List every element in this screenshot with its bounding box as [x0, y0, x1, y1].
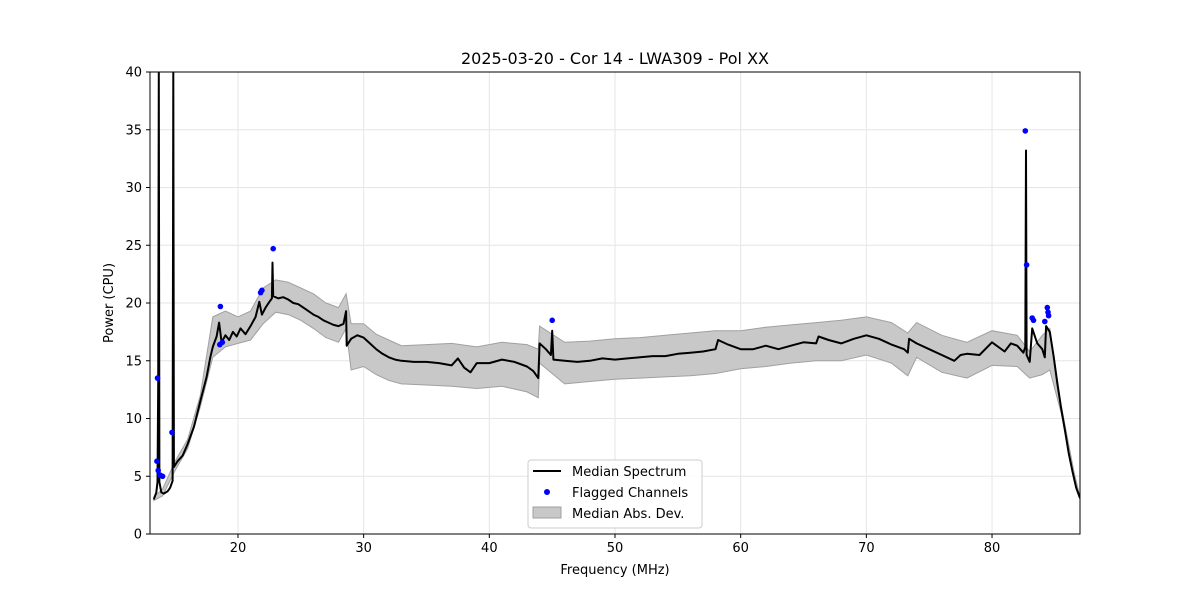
legend-box [527, 459, 703, 529]
flagged-channel-point [159, 473, 166, 480]
x-tick-label: 60 [732, 541, 749, 556]
x-tick-label: 50 [607, 541, 624, 556]
y-tick-label: 15 [125, 354, 142, 369]
flagged-channel-point [270, 245, 277, 252]
flagged-channel-point [217, 303, 224, 310]
legend-swatch-flagged [544, 489, 550, 495]
y-tick-label: 35 [125, 123, 142, 138]
mad-band [153, 279, 1080, 502]
y-tick-label: 25 [125, 239, 142, 254]
flagged-channel-point [169, 429, 175, 436]
x-tick-label: 80 [984, 541, 1001, 556]
y-tick-label: 30 [125, 181, 142, 196]
legend-entry-mad: Median Abs. Dev. [572, 507, 684, 522]
flagged-channel-point [1022, 128, 1029, 134]
y-axis-label: Power (CPU) [102, 263, 117, 343]
x-tick-label: 40 [481, 541, 498, 556]
legend-entry-median: Median Spectrum [572, 465, 686, 480]
x-tick-label: 30 [355, 541, 372, 556]
flagged-channel-point [155, 467, 161, 474]
flagged-channel-point [1044, 304, 1051, 311]
legend: Median Spectrum Flagged Channels Median … [527, 459, 703, 529]
y-tick-label: 20 [125, 297, 142, 312]
x-tick-label: 70 [858, 541, 875, 556]
chart-title: 2025-03-20 - Cor 14 - LWA309 - Pol XX [461, 49, 769, 68]
axis-ticks: 20 30 40 50 60 70 80 0 5 10 15 20 25 30 35 40 [125, 66, 1000, 557]
plot-area [152, 72, 1080, 502]
flagged-channel-point [219, 339, 226, 346]
median-spectrum-line [152, 72, 1080, 500]
flagged-channel-point [154, 458, 160, 465]
y-tick-label: 40 [125, 66, 142, 81]
y-tick-label: 10 [125, 412, 142, 427]
y-tick-label: 5 [134, 470, 142, 485]
flagged-channel-point [259, 287, 265, 294]
legend-entry-flagged: Flagged Channels [572, 486, 688, 501]
flagged-channel-point [549, 317, 555, 324]
x-axis-label: Frequency (MHz) [560, 563, 669, 578]
y-tick-label: 0 [134, 528, 142, 543]
legend-swatch-mad [532, 506, 562, 519]
flagged-channel-point [1030, 317, 1037, 324]
flagged-channel-point [1023, 262, 1030, 268]
flagged-channel-point [1042, 318, 1048, 325]
x-tick-label: 20 [230, 541, 247, 556]
flagged-channel-point [1045, 312, 1052, 319]
flagged-channel-point [154, 375, 161, 381]
